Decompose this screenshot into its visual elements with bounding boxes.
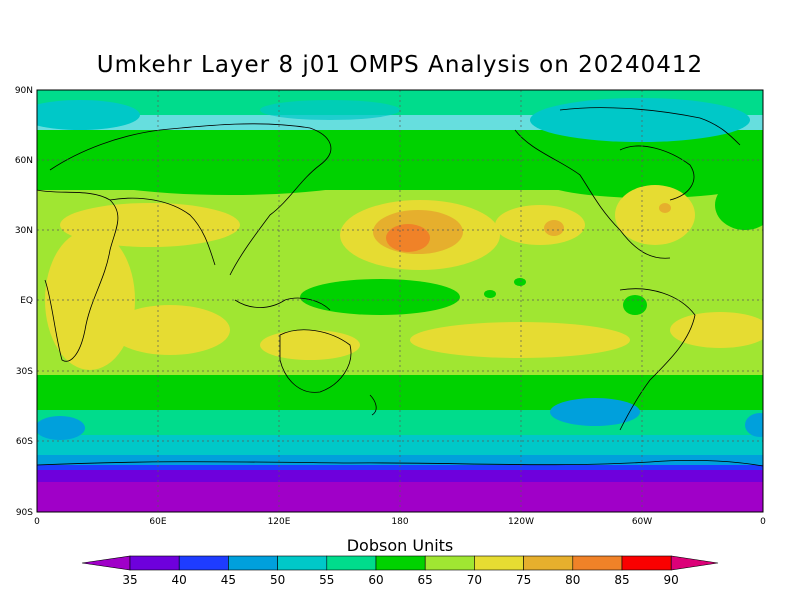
colorbar-swatch: [523, 555, 574, 571]
colorbar-swatch: [474, 555, 524, 571]
colorbar-tick-label: 60: [368, 573, 383, 587]
colorbar-tick-label: 35: [122, 573, 137, 587]
ozone-field: [37, 90, 763, 512]
grid-lines: [37, 90, 763, 512]
colorbar-swatch: [129, 555, 180, 571]
colorbar-swatch: [326, 555, 377, 571]
colorbar-swatch: [228, 555, 278, 571]
colorbar-swatch: [375, 555, 426, 571]
lat-label: 90N: [15, 86, 33, 96]
map-frame: [36, 89, 764, 513]
colorbar-tick-label: 85: [614, 573, 629, 587]
colorbar-tick-label: 70: [467, 573, 482, 587]
colorbar-swatch: [621, 555, 672, 571]
colorbar-tick-label: 80: [565, 573, 580, 587]
colorbar-tick-label: 90: [664, 573, 679, 587]
longitude-labels: 0 60E 120E 180 120W 60W 0: [34, 517, 766, 527]
lat-label: EQ: [20, 296, 33, 306]
colorbar-tick-label: 55: [319, 573, 334, 587]
colorbar-tick-label: 65: [418, 573, 433, 587]
lon-label: 120W: [508, 517, 534, 527]
colorbar-tick-label: 50: [270, 573, 285, 587]
colorbar-tick-label: 40: [172, 573, 187, 587]
lat-label: 90S: [16, 508, 33, 518]
lon-label: 0: [34, 517, 40, 527]
colorbar-arrow-low: [81, 555, 131, 571]
lon-label: 0: [760, 517, 766, 527]
colorbar-arrow-high: [670, 555, 719, 571]
chart-title: Umkehr Layer 8 j01 OMPS Analysis on 2024…: [96, 52, 704, 78]
colorbar-swatch: [572, 555, 623, 571]
lat-label: 60N: [15, 156, 33, 166]
lon-label: 180: [391, 517, 408, 527]
lon-label: 120E: [268, 517, 291, 527]
colorbar-swatch: [424, 555, 475, 571]
lon-label: 60W: [632, 517, 652, 527]
colorbar: 35 40 45 50 55 60 65 70 75 80 85 90: [81, 555, 719, 587]
colorbar-swatch: [277, 555, 328, 571]
latitude-labels: 90N 60N 30N EQ 30S 60S 90S: [15, 86, 33, 518]
coastlines: [37, 107, 763, 467]
lat-label: 30N: [15, 226, 33, 236]
colorbar-swatch: [178, 555, 229, 571]
colorbar-title: Dobson Units: [346, 536, 454, 555]
colorbar-tick-label: 45: [221, 573, 236, 587]
colorbar-tick-label: 75: [516, 573, 531, 587]
lat-label: 60S: [16, 437, 33, 447]
lat-label: 30S: [16, 367, 33, 377]
lon-label: 60E: [149, 517, 166, 527]
